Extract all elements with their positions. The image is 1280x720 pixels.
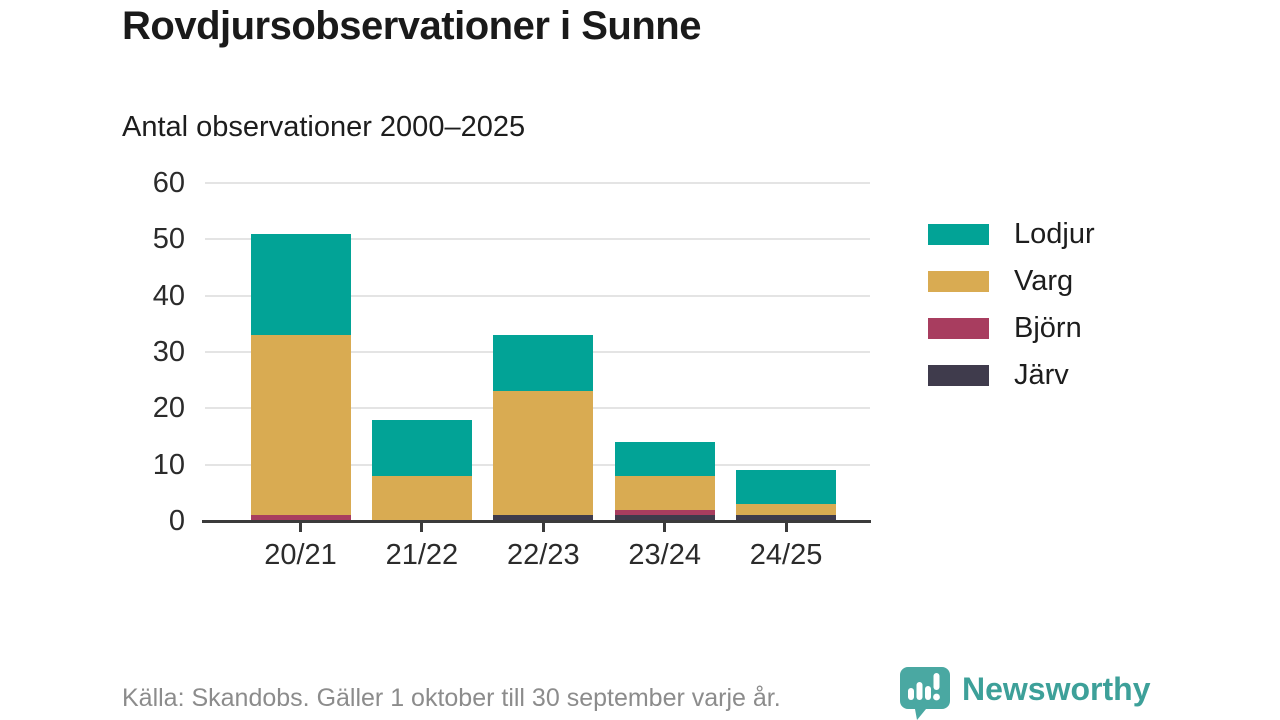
bar-20-21 (250, 233, 351, 521)
logo-exclamation-bar (933, 673, 940, 690)
bar-24-25 (736, 470, 837, 521)
y-tick-label-0: 0 (168, 505, 185, 537)
bar-segment-järv-24-25 (736, 515, 837, 521)
y-tick-label-10: 10 (152, 448, 185, 481)
bar-segment-varg-20-21 (250, 335, 351, 516)
x-tick-label-24-25: 24/25 (749, 539, 823, 571)
y-tick-label-60: 60 (152, 167, 185, 199)
x-tick-label-21-22: 21/22 (385, 539, 459, 571)
legend-swatch-varg (928, 271, 989, 292)
y-tick-label-40: 40 (152, 279, 185, 312)
legend-label-björn: Björn (1014, 312, 1082, 344)
gridline-y-50 (205, 238, 870, 241)
x-axis-line (202, 519, 871, 523)
bar-segment-lodjur-23-24 (614, 442, 715, 476)
chart-subtitle: Antal observationer 2000–2025 (122, 111, 526, 143)
source-note: Källa: Skandobs. Gäller 1 oktober till 3… (122, 684, 781, 712)
bar-segment-varg-22-23 (493, 391, 594, 516)
brand-name: Newsworthy (962, 671, 1151, 707)
gridline-y-60 (205, 182, 870, 184)
bar-segment-varg-24-25 (736, 504, 837, 516)
legend-item-björn: Björn (928, 305, 1095, 352)
logo-bar-1 (908, 688, 914, 700)
gridline-y-40 (205, 294, 870, 297)
legend-label-lodjur: Lodjur (1014, 218, 1095, 250)
x-tick-21-22 (420, 523, 424, 532)
legend-swatch-lodjur (928, 224, 989, 245)
bar-segment-lodjur-21-22 (371, 419, 472, 476)
bar-segment-björn-23-24 (614, 509, 715, 516)
logo-exclamation-dot (933, 693, 940, 701)
bar-segment-varg-23-24 (614, 475, 715, 510)
bar-segment-varg-21-22 (371, 475, 472, 521)
bar-segment-björn-20-21 (250, 515, 351, 521)
y-tick-label-20: 20 (152, 392, 185, 425)
y-tick-label-50: 50 (152, 223, 185, 256)
legend-item-varg: Varg (928, 258, 1095, 305)
newsworthy-logo-icon (896, 664, 952, 720)
bar-segment-lodjur-22-23 (493, 335, 594, 392)
legend-item-lodjur: Lodjur (928, 211, 1095, 258)
bar-21-22 (371, 419, 472, 521)
bar-segment-lodjur-24-25 (736, 470, 837, 505)
legend-item-järv: Järv (928, 352, 1095, 399)
bar-segment-järv-22-23 (493, 515, 594, 521)
x-tick-24-25 (784, 523, 788, 532)
legend: Lodjur Varg Björn Järv (928, 211, 1095, 399)
bar-segment-lodjur-20-21 (250, 233, 351, 336)
bar-22-23 (493, 335, 594, 521)
y-tick-label-30: 30 (152, 336, 185, 368)
x-tick-label-22-23: 22/23 (507, 539, 580, 571)
legend-label-järv: Järv (1014, 359, 1069, 391)
brand-lockup: Newsworthy (896, 664, 1150, 720)
bar-23-24 (614, 442, 715, 521)
page-title: Rovdjursobservationer i Sunne (122, 4, 701, 48)
logo-bar-2 (916, 682, 923, 700)
plot-area: 20/21 21/22 22/23 23/24 24/25 (202, 182, 871, 571)
x-tick-23-24 (663, 523, 667, 532)
bar-segment-järv-23-24 (614, 515, 715, 521)
x-tick-20-21 (299, 523, 302, 532)
x-tick-label-20-21: 20/21 (264, 539, 337, 571)
legend-swatch-björn (928, 318, 989, 339)
logo-bar-3 (925, 686, 931, 700)
y-axis-labels: 0 10 20 30 40 50 60 (95, 167, 195, 537)
x-tick-label-23-24: 23/24 (628, 539, 701, 571)
x-tick-22-23 (541, 523, 545, 532)
legend-label-varg: Varg (1014, 265, 1074, 297)
legend-swatch-järv (928, 365, 989, 386)
